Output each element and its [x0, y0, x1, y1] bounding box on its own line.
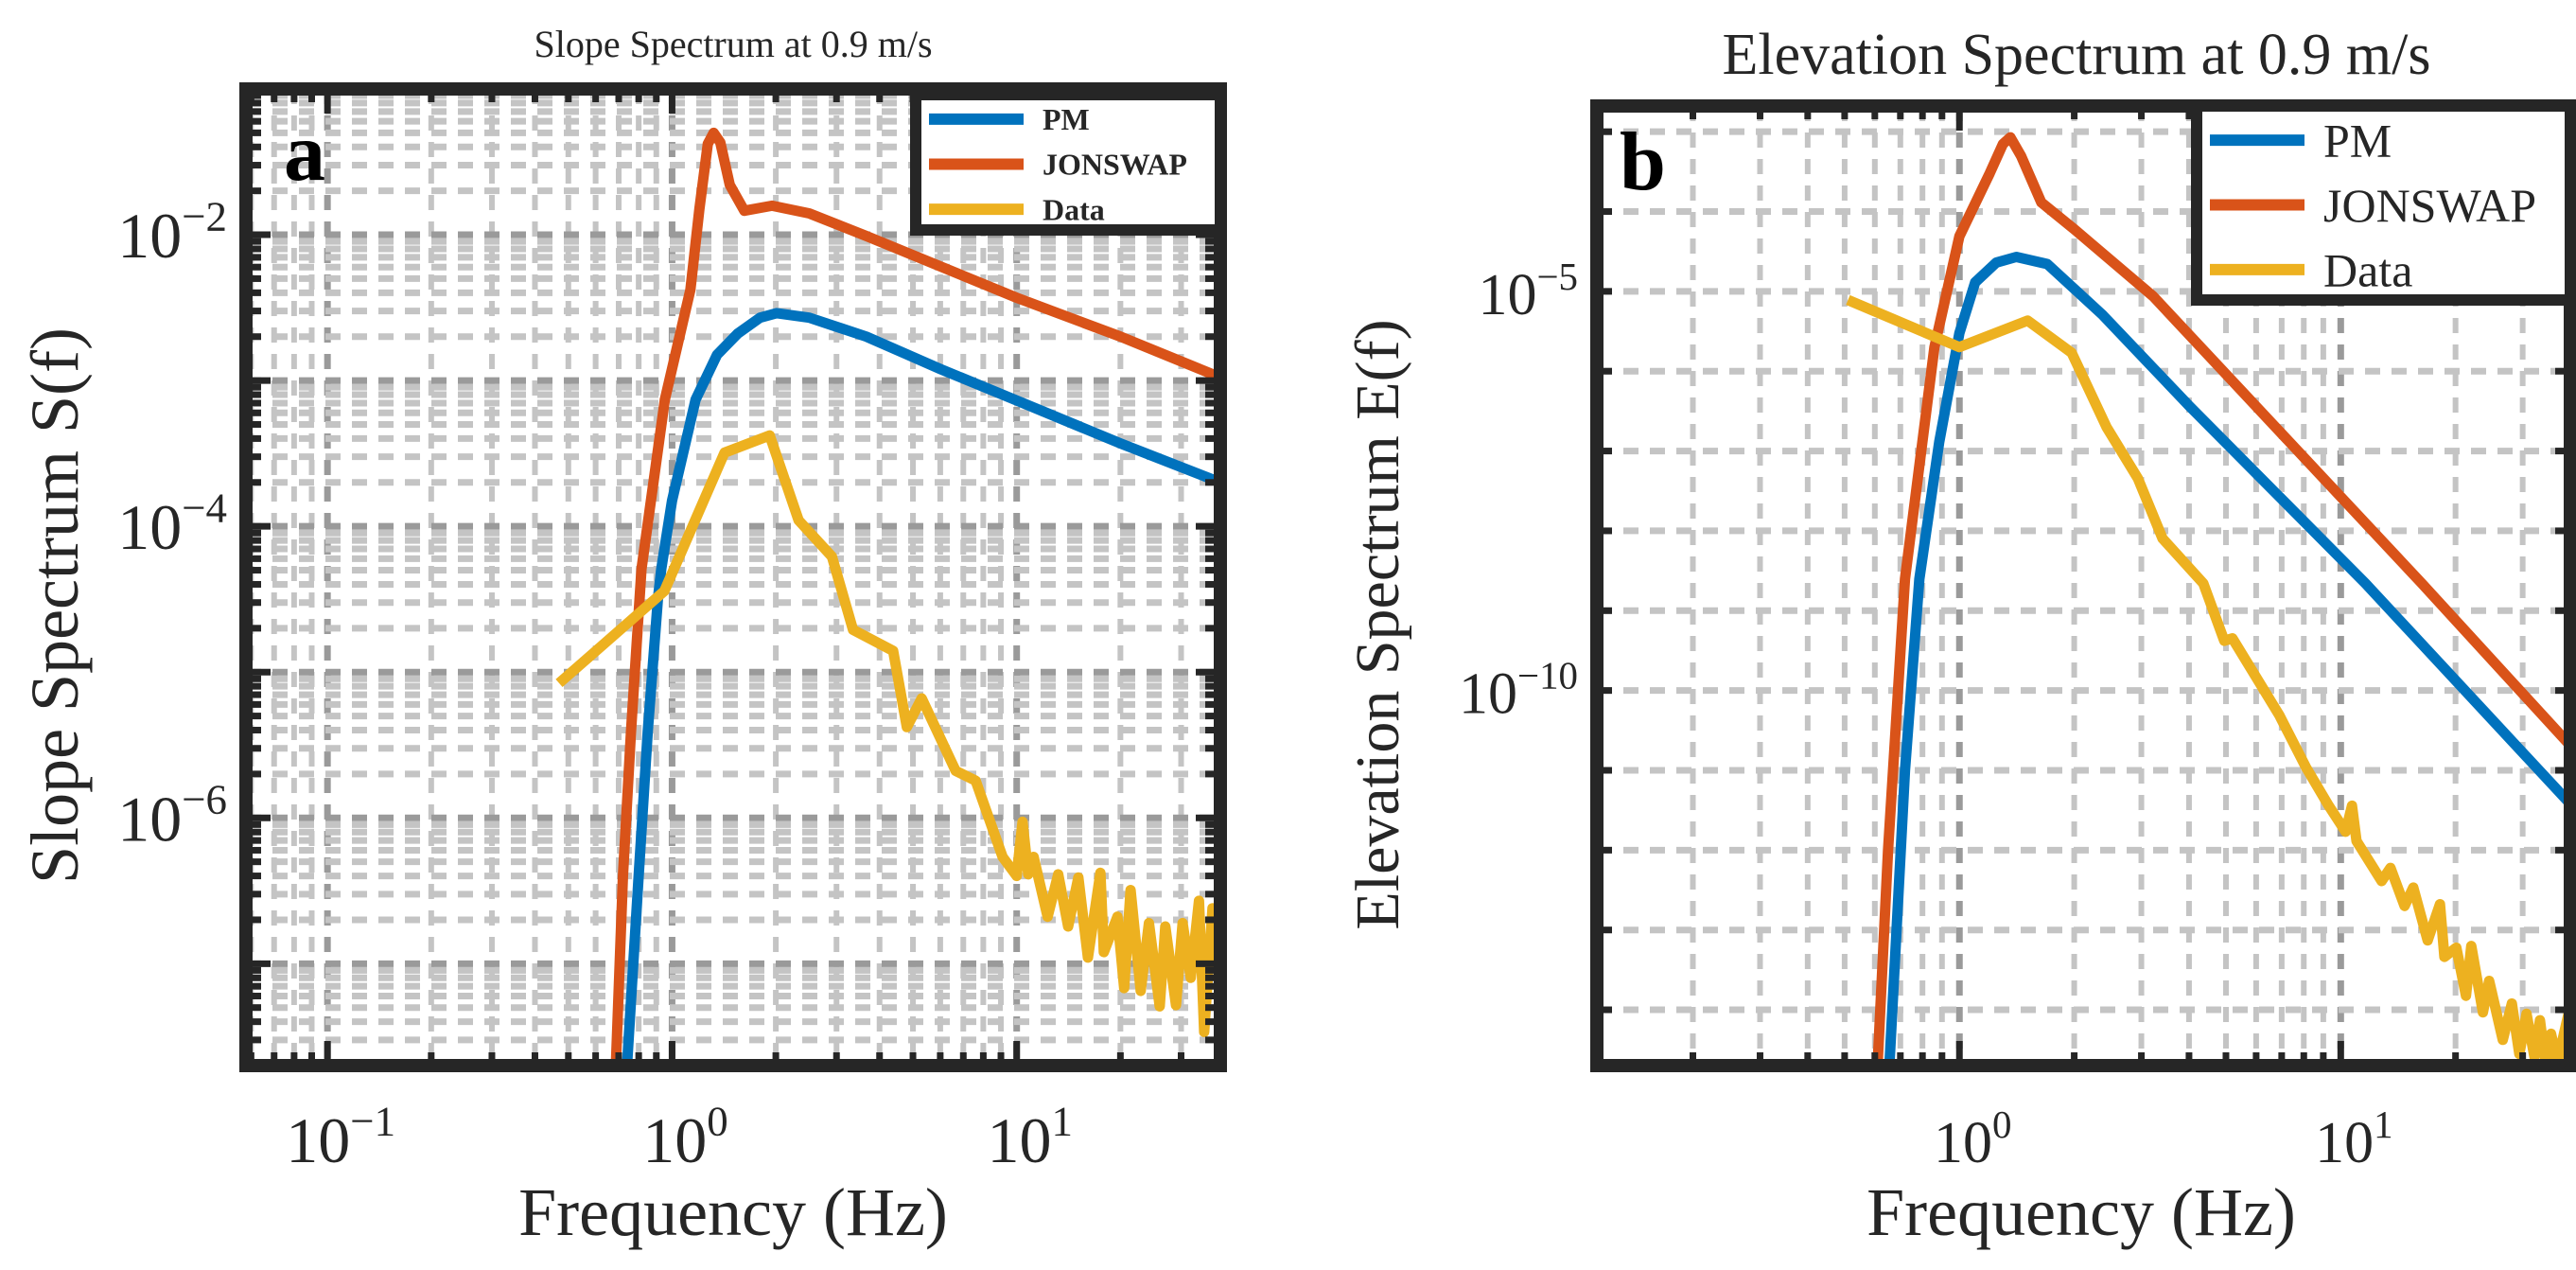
y-tick-label: 10−4 — [117, 485, 227, 564]
legend-label-data: Data — [2323, 243, 2412, 296]
x-axis-label: Frequency (Hz) — [1866, 1174, 2296, 1250]
grid — [246, 89, 1220, 1066]
series-line-jonswap — [610, 127, 1220, 1066]
legend-label-pm: PM — [1043, 102, 1090, 136]
panel-b-elevation-spectrum: Elevation Spectrum at 0.9 m/s Frequency … — [1343, 23, 2576, 1250]
y-tick-label: 10−5 — [1478, 256, 1578, 327]
x-tick-label: 100 — [1934, 1103, 2011, 1175]
y-tick-label: 10−6 — [117, 776, 227, 855]
x-axis-label: Frequency (Hz) — [518, 1174, 948, 1250]
legend-label-pm: PM — [2323, 115, 2392, 168]
series-group — [555, 127, 1220, 1066]
y-tick-label: 10−10 — [1459, 655, 1578, 727]
chart-title: Elevation Spectrum at 0.9 m/s — [1722, 23, 2430, 87]
axes-box — [1590, 99, 2576, 1072]
y-tick-label: 10−2 — [117, 192, 227, 272]
legend-label-jonswap: JONSWAP — [1043, 148, 1187, 182]
panel-letter: a — [284, 107, 325, 199]
legend: PM JONSWAP Data — [2191, 100, 2576, 306]
x-tick-label: 101 — [2315, 1103, 2392, 1175]
y-axis-label: Elevation Spectrum E(f) — [1343, 319, 1412, 929]
legend-label-jonswap: JONSWAP — [2323, 179, 2536, 232]
x-tick-label: 100 — [642, 1097, 727, 1176]
x-tick-label: 101 — [987, 1097, 1072, 1176]
x-tick-label: 10−1 — [286, 1097, 395, 1176]
panel-a-slope-spectrum: Slope Spectrum at 0.9 m/s Frequency (Hz)… — [17, 23, 1227, 1250]
panel-letter: b — [1620, 116, 1666, 208]
chart-title: Slope Spectrum at 0.9 m/s — [534, 23, 932, 65]
axes-box — [239, 82, 1227, 1072]
y-axis-label: Slope Spectrum S(f) — [17, 327, 93, 884]
legend-label-data: Data — [1043, 192, 1105, 226]
series-line-data — [1846, 294, 2570, 1066]
series-line-jonswap — [1872, 132, 2570, 1066]
legend: PM JONSWAP Data — [910, 89, 1226, 236]
series-group — [1846, 132, 2570, 1066]
